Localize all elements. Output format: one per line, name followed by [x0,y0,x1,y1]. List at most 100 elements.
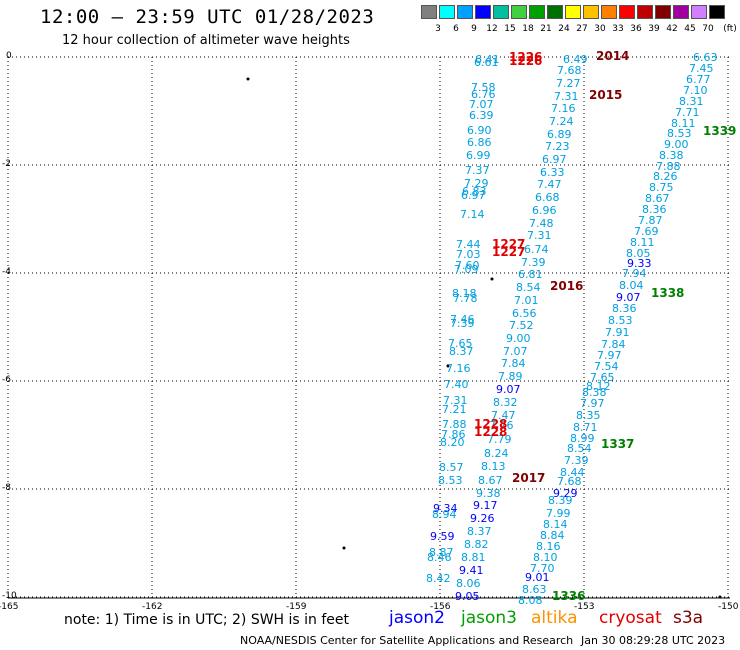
wave-height-value: 7.68 [557,475,582,488]
wave-height-value: 8.37 [467,525,492,538]
legend-swatch [529,5,545,19]
y-tick-label: -6 [2,375,11,385]
satellite-jason3: jason3 [461,608,517,628]
wave-height-value: 8.26 [653,170,678,183]
wave-height-value: 6.81 [518,268,543,281]
wave-height-value: 8.67 [645,192,670,205]
x-tick-label: -150 [718,602,739,612]
wave-height-value: 7.70 [530,562,555,575]
wave-height-value: 7.07 [469,98,494,111]
wave-height-value: 7.89 [498,370,523,383]
wave-height-value: 6.49 [563,53,588,66]
wave-height-value: 8.10 [533,551,558,564]
wave-height-value: 8.38 [582,386,607,399]
legend-value: 6 [453,24,459,34]
wave-height-value: 7.07 [503,345,528,358]
wave-height-value: 6.89 [547,128,572,141]
wave-height-value: 7.31 [443,394,468,407]
pass-time-label: 1227 [492,245,526,259]
island-marker [446,364,450,368]
pass-time-label: 1336 [552,589,586,603]
wave-height-value: 8.99 [570,432,595,445]
wave-height-value: 7.29 [464,177,489,190]
legend-swatch [475,5,491,19]
wave-height-value: 7.39 [450,317,475,330]
wave-height-value: 7.97 [597,349,622,362]
legend-value: 15 [504,24,516,34]
pass-time-label: 1226 [509,54,543,68]
legend-swatch [709,5,725,19]
wave-height-value: 6.77 [686,73,711,86]
legend-value: 27 [576,24,588,34]
y-tick-label: -2 [2,159,11,169]
x-tick-label: -165 [0,602,19,612]
wave-height-value: 7.40 [444,378,469,391]
wave-height-value: 7.48 [529,217,554,230]
wave-height-value: 8.39 [548,494,573,507]
wave-height-value: 8.63 [522,583,547,596]
wave-height-value: 6.61 [474,56,499,69]
legend-value: 33 [612,24,624,34]
wave-height-value: 8.42 [426,572,451,585]
wave-height-value: 8.14 [543,518,568,531]
map-title: 12:00 – 23:59 UTC 01/28/2023 [40,6,375,28]
legend-value: 21 [540,24,552,34]
wave-height-value: 9.00 [664,138,689,151]
wave-height-value: 8.36 [642,203,667,216]
y-tick-label: -8 [2,483,11,493]
wave-height-value: 9.34 [433,502,458,515]
wave-height-value: 7.01 [514,294,539,307]
wave-height-value: 6.41 [475,53,500,66]
pass-time-label: 2014 [596,49,630,63]
wave-height-value: 8.18 [452,287,477,300]
legend-swatch [439,5,455,19]
legend-value: 36 [630,24,642,34]
wave-height-value: 6.96 [532,204,557,217]
wave-height-value: 8.16 [536,540,561,553]
island-marker [718,595,722,599]
wave-height-value: 8.24 [484,447,509,460]
wave-height-value: 7.97 [580,397,605,410]
pass-time-label: 1228 [474,425,508,439]
legend-value: 18 [522,24,534,34]
wave-height-value: 6.90 [467,124,492,137]
wave-height-value: 9.38 [476,487,501,500]
wave-height-value: 7.54 [594,360,619,373]
pass-time-label: 1337 [601,437,635,451]
legend-value: 39 [648,24,660,34]
wave-height-value: 8.57 [439,461,464,474]
x-tick-label: -159 [286,602,307,612]
legend-value: 3 [435,24,441,34]
wave-height-value: 7.58 [471,81,496,94]
x-tick-label: -162 [142,602,163,612]
wave-height-value: 9.05 [455,590,480,603]
satellite-jason2: jason2 [389,608,445,628]
legend-value: 30 [594,24,606,34]
legend-swatch [421,5,437,19]
wave-height-value: 9.07 [496,383,521,396]
map-subtitle: 12 hour collection of altimeter wave hei… [62,33,350,48]
y-tick-label: 0 [6,51,12,61]
wave-height-value: 7.79 [487,433,512,446]
wave-height-value: 7.37 [465,164,490,177]
wave-height-value: 8.53 [667,127,692,140]
wave-height-value: 7.91 [605,326,630,339]
wave-height-value: 7.24 [549,115,574,128]
wave-height-value: 7.78 [453,292,478,305]
pass-time-label: 1226 [509,50,543,64]
wave-height-value: 8.46 [427,551,452,564]
wave-height-value: 7.44 [456,238,481,251]
wave-height-value: 9.01 [525,571,550,584]
wave-height-value: 8.04 [619,279,644,292]
wave-height-value: 8.71 [573,421,598,434]
wave-height-value: 8.11 [671,117,696,130]
wave-height-value: 7.09 [454,263,479,276]
wave-height-value: 8.36 [612,302,637,315]
legend-swatch [565,5,581,19]
wave-height-value: 7.16 [446,362,471,375]
wave-height-value: 8.37 [449,345,474,358]
wave-height-value: 8.53 [438,474,463,487]
legend-swatch [691,5,707,19]
wave-height-value: 7.68 [557,64,582,77]
